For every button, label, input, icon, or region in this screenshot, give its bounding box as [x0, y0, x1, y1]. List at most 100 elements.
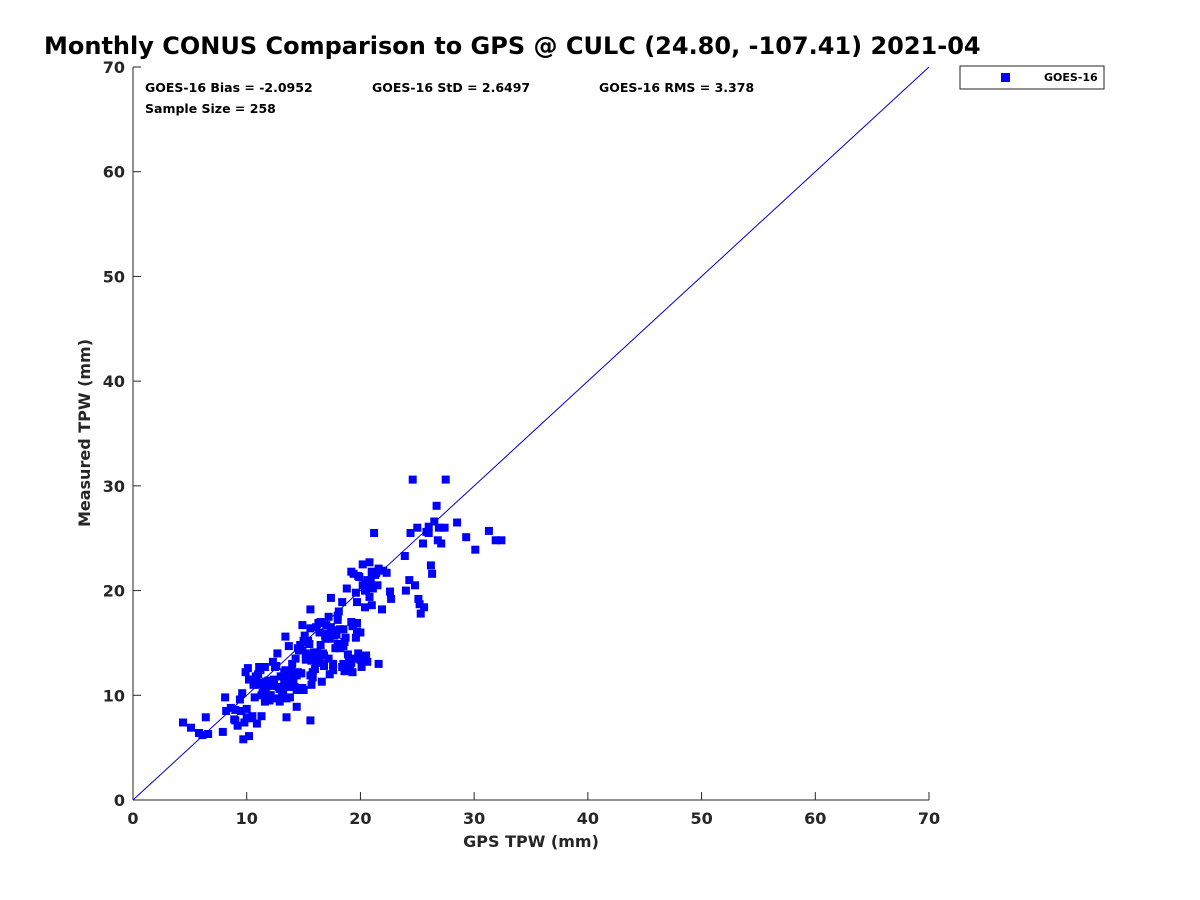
data-point: [419, 539, 427, 548]
data-point: [430, 517, 439, 526]
data-point: [312, 623, 321, 632]
data-point: [497, 536, 506, 545]
data-point: [432, 501, 441, 510]
data-point: [273, 649, 282, 658]
data-point: [292, 686, 301, 694]
data-point: [275, 697, 284, 706]
data-point: [353, 598, 361, 607]
data-point: [471, 545, 480, 554]
data-point: [322, 621, 331, 630]
data-point: [405, 576, 414, 585]
data-point: [348, 668, 357, 677]
data-point: [315, 628, 324, 637]
data-point: [271, 694, 280, 703]
data-point: [257, 691, 266, 700]
data-point: [424, 529, 433, 537]
y-tick-label: 60: [103, 163, 125, 182]
data-point: [365, 558, 374, 567]
data-point: [363, 657, 372, 666]
data-point: [306, 605, 315, 614]
data-point: [401, 586, 410, 595]
data-point: [325, 634, 334, 643]
data-point: [355, 573, 364, 581]
data-point: [414, 594, 423, 603]
data-point: [315, 652, 324, 661]
data-point: [351, 633, 360, 642]
data-point: [362, 586, 371, 595]
data-point: [254, 680, 263, 689]
data-point: [243, 664, 252, 673]
data-point: [260, 663, 269, 671]
data-point: [248, 675, 257, 684]
data-point: [282, 713, 291, 722]
data-point: [441, 475, 450, 484]
data-point: [271, 662, 280, 670]
data-point: [298, 646, 307, 655]
x-tick-label: 50: [690, 809, 712, 828]
data-point: [281, 632, 290, 641]
data-point: [366, 577, 375, 586]
data-point: [300, 631, 309, 640]
data-point: [309, 648, 318, 657]
legend-box: [959, 65, 1105, 90]
data-point: [386, 587, 394, 596]
data-point: [198, 731, 207, 740]
y-tick-label: 70: [103, 58, 125, 77]
data-point: [250, 693, 259, 702]
data-point: [252, 719, 261, 728]
data-point: [260, 697, 269, 706]
data-point: [373, 581, 382, 590]
data-point: [298, 684, 307, 692]
data-point: [340, 637, 349, 646]
data-point: [265, 678, 274, 687]
data-point: [347, 567, 356, 576]
data-point: [306, 716, 315, 725]
data-point: [233, 721, 242, 730]
data-point: [317, 677, 326, 686]
x-tick-label: 60: [804, 809, 826, 828]
data-point: [310, 654, 319, 663]
data-point: [293, 644, 302, 653]
data-point: [347, 618, 356, 626]
data-point: [358, 581, 367, 590]
sample-size-stat: Sample Size = 258: [145, 101, 276, 116]
data-point: [306, 624, 315, 633]
data-point: [242, 713, 251, 722]
data-point: [179, 718, 187, 727]
data-point: [325, 670, 334, 679]
data-point: [262, 686, 270, 694]
data-point: [374, 564, 383, 573]
data-point: [329, 666, 338, 675]
data-point: [453, 518, 462, 527]
data-point: [239, 735, 248, 744]
data-point: [306, 671, 315, 680]
data-point: [345, 657, 354, 666]
data-point: [339, 625, 348, 634]
data-point: [280, 668, 289, 677]
data-point: [226, 703, 235, 712]
data-point: [274, 682, 283, 691]
data-point: [491, 536, 500, 545]
data-point: [238, 689, 247, 698]
legend-label: GOES-16: [1044, 71, 1098, 84]
data-point: [326, 593, 335, 602]
data-point: [245, 732, 253, 741]
data-point: [413, 523, 422, 532]
data-point: [307, 680, 316, 689]
legend: GOES-16: [959, 65, 1105, 90]
bias-stat: GOES-16 Bias = -2.0952: [145, 80, 313, 95]
data-point: [296, 669, 305, 678]
data-point: [353, 619, 361, 627]
legend-marker: [1001, 73, 1010, 82]
data-point: [316, 641, 325, 649]
data-point: [408, 475, 417, 484]
data-point: [325, 629, 334, 638]
y-axis-label: Measured TPW (mm): [75, 339, 94, 527]
data-point: [357, 654, 366, 663]
data-point: [378, 605, 386, 614]
scatter-points: [179, 475, 506, 744]
x-axis-label: GPS TPW (mm): [463, 832, 599, 851]
data-point: [303, 637, 311, 646]
data-point: [218, 727, 227, 736]
